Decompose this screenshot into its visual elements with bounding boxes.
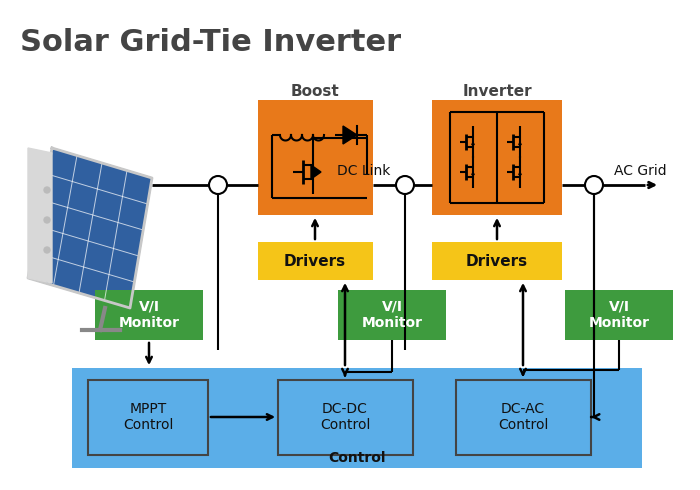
Bar <box>258 242 373 280</box>
Circle shape <box>44 247 50 253</box>
Bar <box>432 242 562 280</box>
Polygon shape <box>28 148 52 283</box>
Text: DC-DC
Control: DC-DC Control <box>320 402 370 432</box>
Text: V/I
Monitor: V/I Monitor <box>589 300 650 330</box>
Bar <box>456 380 591 455</box>
Text: DC-AC
Control: DC-AC Control <box>498 402 548 432</box>
Polygon shape <box>311 165 321 179</box>
Text: Drivers: Drivers <box>466 253 528 269</box>
Bar <box>95 290 203 340</box>
Circle shape <box>585 176 603 194</box>
Polygon shape <box>343 126 357 144</box>
Circle shape <box>209 176 227 194</box>
Circle shape <box>396 176 414 194</box>
Bar <box>432 100 562 215</box>
Text: Inverter: Inverter <box>462 84 532 99</box>
Bar <box>258 100 373 215</box>
Polygon shape <box>28 148 152 308</box>
Bar <box>88 380 208 455</box>
Text: Control: Control <box>328 451 386 465</box>
Text: Drivers: Drivers <box>284 253 346 269</box>
Text: V/I
Monitor: V/I Monitor <box>118 300 179 330</box>
Circle shape <box>44 187 50 193</box>
Bar <box>565 290 673 340</box>
Bar <box>278 380 413 455</box>
Bar <box>338 290 446 340</box>
Text: DC Link: DC Link <box>337 164 390 178</box>
Text: Boost: Boost <box>290 84 340 99</box>
Circle shape <box>44 217 50 223</box>
Text: Solar Grid-Tie Inverter: Solar Grid-Tie Inverter <box>20 28 401 57</box>
Text: AC Grid: AC Grid <box>614 164 666 178</box>
Text: MPPT
Control: MPPT Control <box>122 402 173 432</box>
Bar <box>72 368 642 468</box>
Text: V/I
Monitor: V/I Monitor <box>361 300 423 330</box>
